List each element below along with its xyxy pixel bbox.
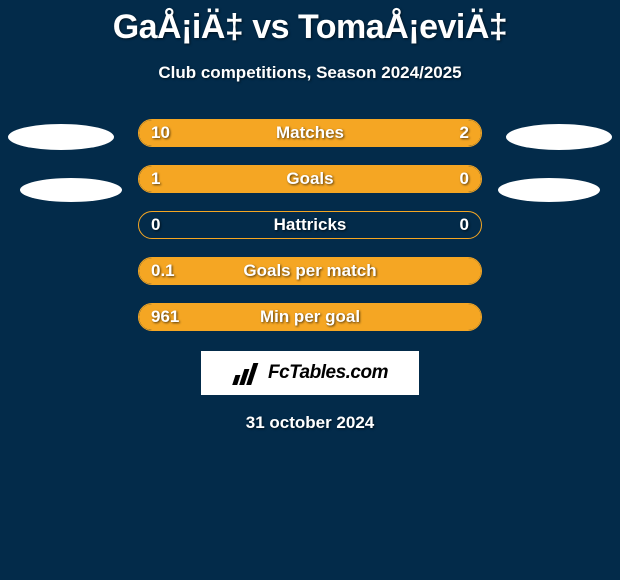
- stat-label: Hattricks: [139, 215, 481, 235]
- player-photo-placeholder-right-1: [506, 124, 612, 150]
- fctables-logo[interactable]: FcTables.com: [201, 351, 419, 395]
- page-subtitle: Club competitions, Season 2024/2025: [0, 63, 620, 83]
- stat-label: Goals: [139, 169, 481, 189]
- player-photo-placeholder-left-2: [20, 178, 122, 202]
- stat-row: 0.1Goals per match: [138, 257, 482, 285]
- player-photo-placeholder-right-2: [498, 178, 600, 202]
- logo-text: FcTables.com: [268, 362, 388, 384]
- stat-label: Matches: [139, 123, 481, 143]
- stat-label: Min per goal: [139, 307, 481, 327]
- page-title: GaÅ¡iÄ‡ vs TomaÅ¡eviÄ‡: [0, 8, 620, 47]
- stat-value-right: 2: [460, 123, 469, 143]
- stat-row: 961Min per goal: [138, 303, 482, 331]
- stat-row: 1Goals0: [138, 165, 482, 193]
- stats-list: 10Matches21Goals00Hattricks00.1Goals per…: [0, 119, 620, 331]
- stat-value-right: 0: [460, 169, 469, 189]
- stat-label: Goals per match: [139, 261, 481, 281]
- stat-row: 0Hattricks0: [138, 211, 482, 239]
- comparison-card: GaÅ¡iÄ‡ vs TomaÅ¡eviÄ‡ Club competitions…: [0, 0, 620, 433]
- stat-row: 10Matches2: [138, 119, 482, 147]
- logo-bars-icon: [232, 361, 262, 385]
- player-photo-placeholder-left-1: [8, 124, 114, 150]
- stat-value-right: 0: [460, 215, 469, 235]
- snapshot-date: 31 october 2024: [0, 413, 620, 433]
